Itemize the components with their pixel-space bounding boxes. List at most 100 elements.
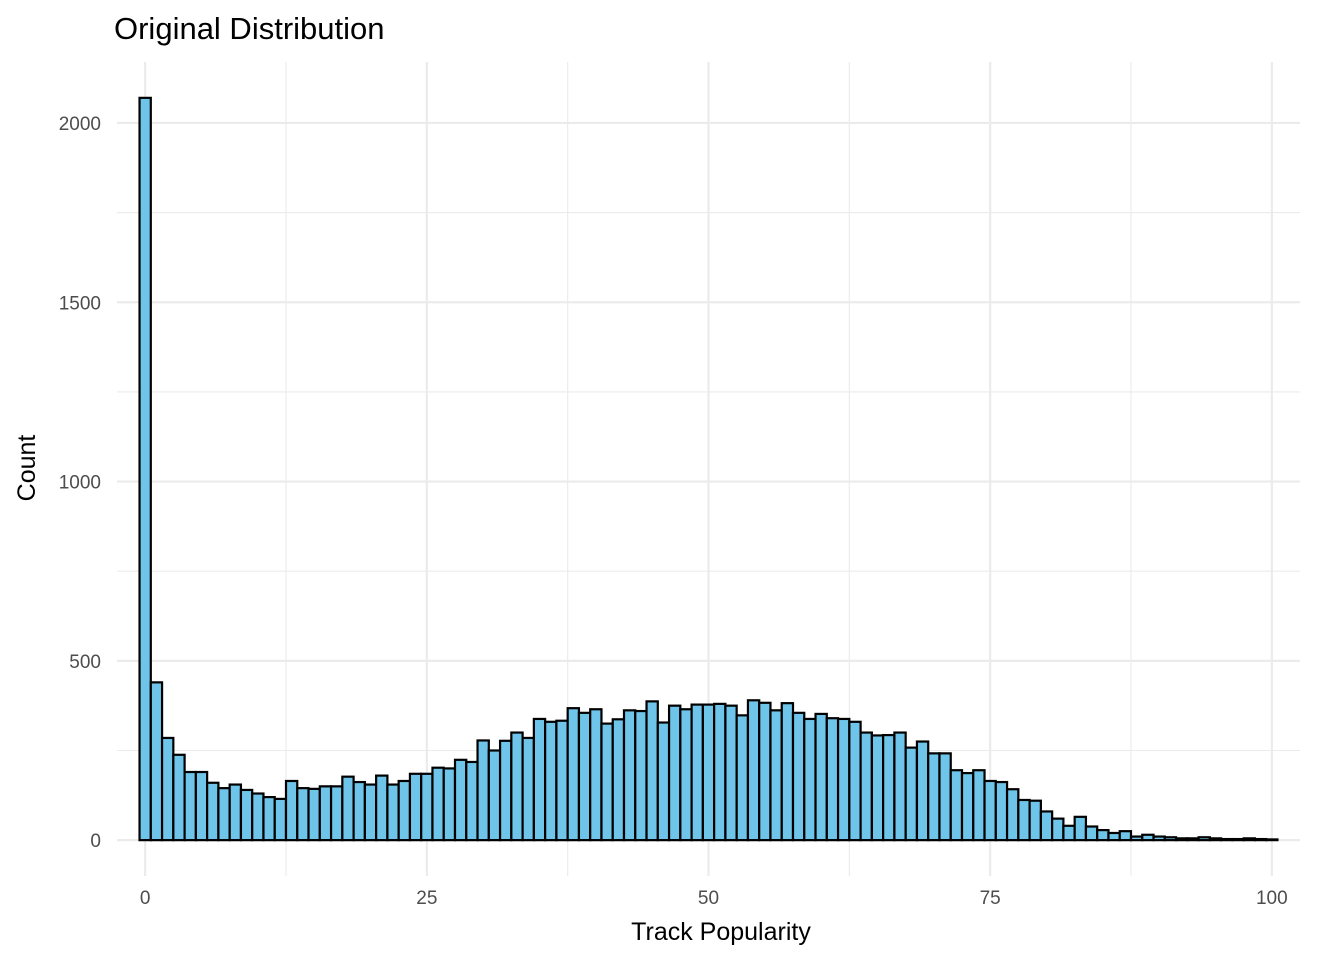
histogram-bar <box>1017 798 1031 842</box>
histogram-bar <box>667 704 682 842</box>
histogram-bar <box>375 774 389 842</box>
histogram-bar <box>1084 825 1099 842</box>
histogram-bar <box>183 770 197 842</box>
histogram-bar <box>589 708 603 842</box>
histogram-bar <box>476 739 490 842</box>
histogram-bar <box>1005 788 1020 842</box>
histogram-bar <box>194 770 209 842</box>
y-tick-label: 1000 <box>59 473 101 494</box>
y-axis-tick-labels: 0 500 1000 1500 2000 <box>59 114 101 852</box>
histogram-bar <box>149 681 164 842</box>
histogram-bar <box>848 720 862 842</box>
histogram-bar <box>735 714 750 842</box>
histogram-bar <box>611 718 626 842</box>
histogram-bar <box>701 703 716 842</box>
histogram-bar <box>442 767 457 842</box>
y-tick-label: 1500 <box>59 293 101 314</box>
histogram-bar <box>769 709 783 842</box>
histogram-bar <box>882 733 896 842</box>
histogram-bar <box>927 752 941 842</box>
histogram-bar <box>420 772 434 842</box>
histogram-bar <box>329 785 344 842</box>
histogram-bar <box>825 717 840 842</box>
histogram-bar <box>758 701 772 842</box>
histogram-bar <box>251 792 265 842</box>
x-tick-label: 50 <box>698 888 719 909</box>
histogram-bar <box>431 766 445 842</box>
histogram-bar <box>1051 817 1065 842</box>
x-tick-label: 0 <box>140 888 151 909</box>
histogram-bar <box>983 779 997 842</box>
histogram-bar <box>622 709 637 842</box>
histogram-bar <box>1231 837 1245 842</box>
histogram-bar <box>600 722 614 842</box>
histogram-bar <box>1028 799 1042 842</box>
histogram-bar <box>206 781 220 842</box>
histogram-bar <box>138 96 152 842</box>
histogram-bar <box>521 736 535 842</box>
histogram-bar <box>160 736 175 842</box>
histogram-bar <box>1208 837 1223 842</box>
histogram-bar <box>960 771 975 842</box>
x-tick-label: 75 <box>980 888 1001 909</box>
histogram-bar <box>217 787 231 842</box>
y-tick-label: 0 <box>90 831 101 852</box>
histogram-bar <box>938 752 952 842</box>
histogram-bar <box>577 711 592 842</box>
histogram-bar <box>566 707 581 842</box>
histogram-bar <box>487 749 502 842</box>
histogram-bar <box>1186 837 1200 842</box>
histogram-bar <box>1265 838 1279 842</box>
histogram-bar <box>791 711 806 842</box>
histogram-bar <box>836 717 851 842</box>
histogram-bar <box>994 780 1009 842</box>
histogram-bar <box>690 703 704 842</box>
histogram-bar <box>645 700 659 842</box>
histogram-bar <box>814 712 828 842</box>
histogram-bar <box>1062 824 1076 842</box>
histogram-bars <box>138 96 1279 842</box>
histogram-bar <box>363 783 378 842</box>
histogram-bar <box>341 775 355 842</box>
histogram-bar <box>1220 837 1234 842</box>
histogram-bar <box>532 717 547 842</box>
y-axis-title: Count <box>13 435 41 502</box>
x-tick-label: 25 <box>416 888 437 909</box>
histogram-bar <box>1253 837 1268 842</box>
histogram-bar <box>1118 830 1133 842</box>
histogram-bar <box>510 731 524 842</box>
x-axis-tick-labels: 0 25 50 75 100 <box>140 888 1288 909</box>
y-tick-label: 500 <box>69 652 101 673</box>
histogram-bar <box>544 720 558 842</box>
histogram-bar <box>397 779 412 842</box>
histogram-bar <box>498 739 513 842</box>
histogram-bar <box>915 740 930 842</box>
x-axis-title: Track Popularity <box>631 918 811 946</box>
histogram-bar <box>172 753 186 842</box>
histogram-bar <box>239 788 254 842</box>
histogram-bar <box>893 731 907 842</box>
histogram-bar <box>1242 837 1257 842</box>
histogram-bar <box>679 708 693 842</box>
histogram-bar <box>1073 815 1088 842</box>
histogram-bar <box>1197 836 1211 842</box>
histogram-bar <box>746 699 761 842</box>
histogram-bar <box>1163 836 1178 842</box>
histogram-bar <box>1141 833 1155 842</box>
histogram-bar <box>465 760 479 842</box>
histogram-bar <box>972 769 986 842</box>
histogram-bar <box>262 796 276 842</box>
histogram-bar <box>296 787 310 842</box>
histogram-bar <box>634 709 648 842</box>
histogram-bar <box>713 702 727 842</box>
histogram-bar <box>284 779 299 842</box>
histogram-bar <box>656 721 671 842</box>
histogram-bar <box>1096 829 1110 842</box>
histogram-bar <box>904 746 919 842</box>
histogram-bar <box>949 769 964 842</box>
y-tick-label: 2000 <box>59 114 101 135</box>
histogram-bar <box>1039 810 1054 842</box>
histogram-bar <box>1174 837 1189 842</box>
